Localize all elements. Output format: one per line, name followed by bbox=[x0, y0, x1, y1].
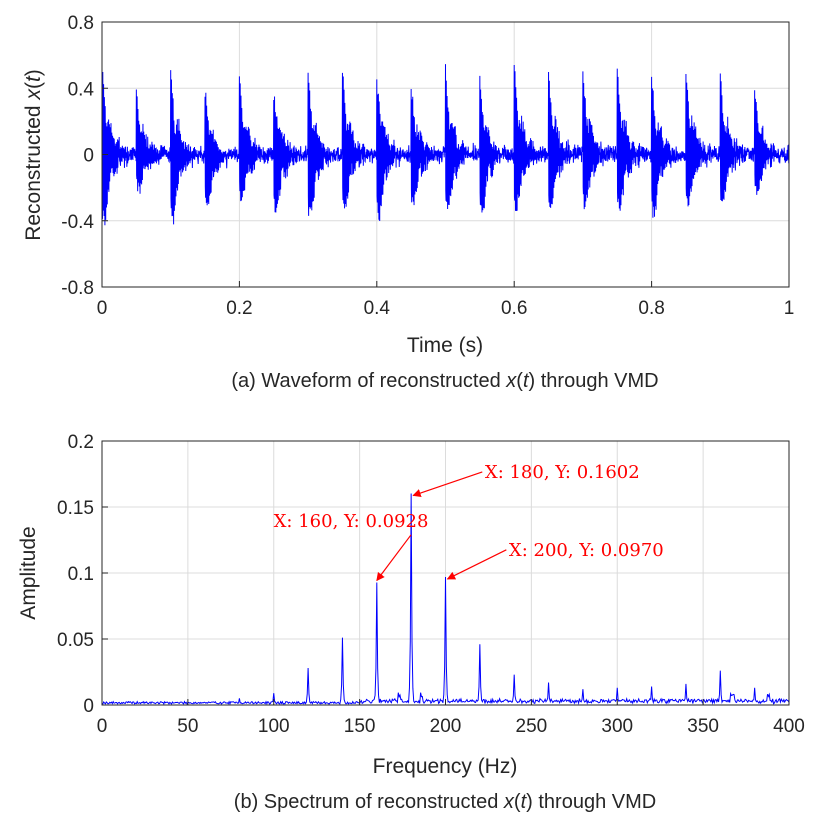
y-tick-label: 0.15 bbox=[57, 498, 94, 519]
spectrum-grid bbox=[102, 441, 789, 705]
x-tick-label: 0.2 bbox=[226, 298, 252, 319]
spectrum-caption: (b) Spectrum of reconstructed x(t) throu… bbox=[234, 791, 656, 813]
x-tick-label: 100 bbox=[258, 716, 290, 737]
annotation-label-1: X: 160, Y: 0.0928 bbox=[274, 511, 429, 532]
y-tick-label: 0 bbox=[83, 696, 94, 717]
y-tick-label: 0 bbox=[83, 146, 94, 167]
spectrum-x-axis-label: Frequency (Hz) bbox=[373, 755, 518, 778]
spectrum-chart: 0 50 100 150 200 250 300 350 40000.050.10.150.2 … bbox=[17, 432, 805, 813]
spectrum-series-line bbox=[101, 493, 790, 706]
x-tick-label: 300 bbox=[601, 716, 633, 737]
x-tick-label: 150 bbox=[344, 716, 376, 737]
y-tick-label: -0.8 bbox=[61, 278, 94, 299]
annotation-arrow-0 bbox=[412, 471, 483, 498]
x-tick-label: 250 bbox=[516, 716, 548, 737]
waveform-x-axis-label: Time (s) bbox=[407, 334, 483, 357]
annotation-arrow-1 bbox=[376, 534, 412, 582]
x-tick-label: 350 bbox=[687, 716, 719, 737]
x-tick-label: 0 bbox=[97, 298, 108, 319]
annotation-label-0: X: 180, Y: 0.1602 bbox=[485, 462, 640, 483]
y-tick-label: -0.4 bbox=[61, 212, 94, 233]
spectrum-annotations: X: 180, Y: 0.1602 X: 160, Y: 0.0928 X: 200… bbox=[274, 462, 664, 582]
x-tick-label: 400 bbox=[773, 716, 805, 737]
y-tick-label: 0.4 bbox=[68, 79, 95, 100]
x-tick-label: 50 bbox=[177, 716, 198, 737]
x-tick-label: 200 bbox=[430, 716, 462, 737]
waveform-series-line bbox=[101, 64, 790, 226]
y-tick-label: 0.2 bbox=[68, 432, 94, 453]
x-tick-label: 1 bbox=[784, 298, 795, 319]
spectrum-ticks: 0 50 100 150 200 250 300 350 400 0 0.05 0.1 0.15 0.2 bbox=[57, 432, 805, 737]
x-tick-label: 0.6 bbox=[501, 298, 527, 319]
y-tick-label: 0.8 bbox=[68, 13, 94, 34]
x-tick-label: 0.8 bbox=[638, 298, 664, 319]
x-tick-label: 0.4 bbox=[364, 298, 391, 319]
annotation-label-2: X: 200, Y: 0.0970 bbox=[509, 540, 664, 561]
y-tick-label: 0.1 bbox=[68, 564, 94, 585]
y-tick-label: 0.05 bbox=[57, 630, 94, 651]
waveform-caption: (a) Waveform of reconstructed x(t) throu… bbox=[231, 370, 658, 392]
x-tick-label: 0 bbox=[97, 716, 108, 737]
waveform-y-axis-label: Reconstructed x(t) bbox=[22, 69, 45, 241]
waveform-chart: 0 0.2 0.4 0.6 0.8 1 -0.8 -0.4 0 0.4 0.8 Time (s) R… bbox=[22, 13, 794, 392]
annotation-arrow-2 bbox=[446, 549, 507, 580]
spectrum-y-axis-label: Amplitude bbox=[17, 526, 40, 619]
waveform-ticks: 0 0.2 0.4 0.6 0.8 1 -0.8 -0.4 0 0.4 0.8 bbox=[61, 13, 794, 319]
